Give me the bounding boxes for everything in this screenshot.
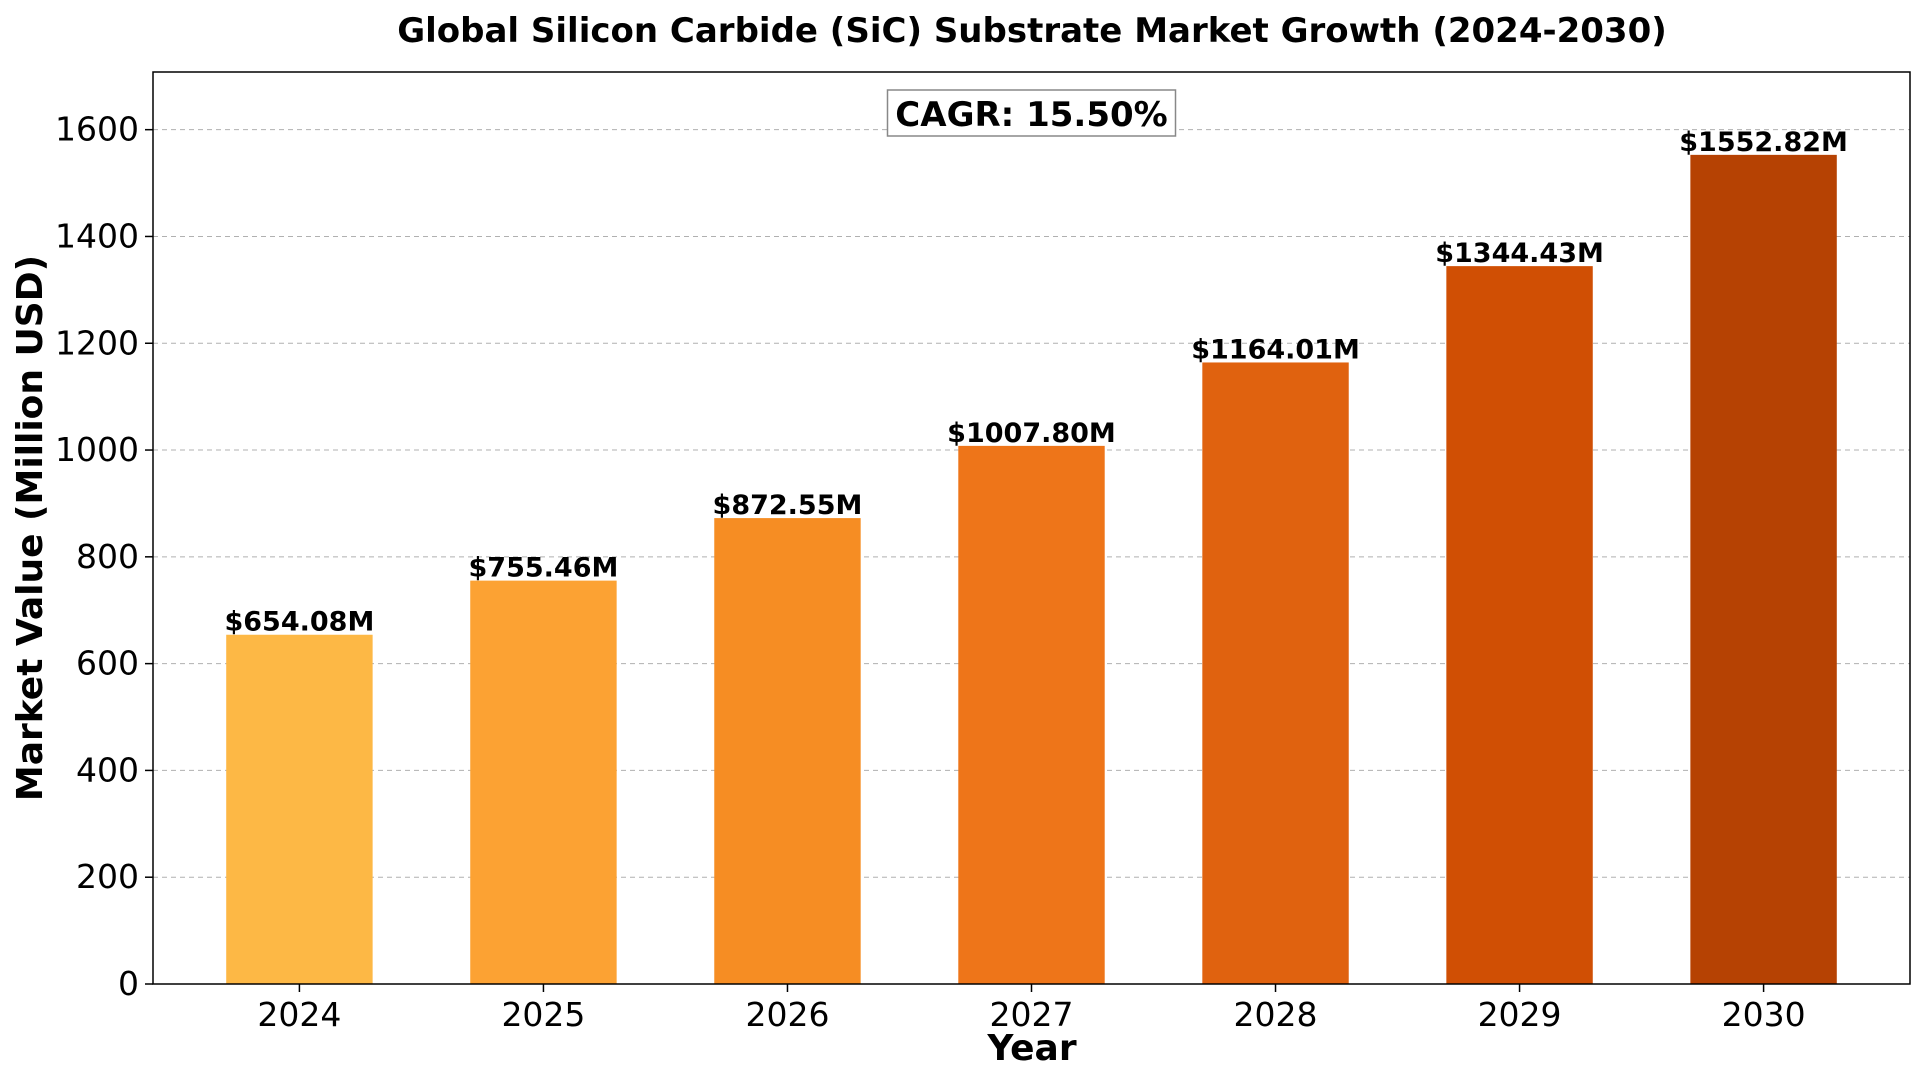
x-tick-label-2026: 2026 (745, 995, 829, 1034)
bar-2029 (1446, 266, 1593, 984)
bar-value-label-2030: $1552.82M (1679, 127, 1848, 158)
bar-2027 (958, 445, 1105, 984)
x-tick-label-2028: 2028 (1234, 995, 1318, 1034)
y-tick-label: 1400 (55, 216, 139, 255)
x-tick-label-2030: 2030 (1722, 995, 1806, 1034)
y-axis-label: Market Value (Million USD) (10, 255, 51, 801)
bar-value-label-2028: $1164.01M (1191, 334, 1360, 365)
y-tick-label: 200 (76, 857, 139, 896)
y-tick-label: 800 (76, 537, 139, 576)
cagr-annotation: CAGR: 15.50% (886, 89, 1177, 137)
y-tick-label: 0 (118, 964, 139, 1003)
bar-2026 (714, 518, 861, 984)
x-tick-label-2029: 2029 (1478, 995, 1562, 1034)
y-tick-label: 1000 (55, 430, 139, 469)
x-tick-label-2025: 2025 (501, 995, 585, 1034)
chart-title: Global Silicon Carbide (SiC) Substrate M… (397, 11, 1667, 51)
bar-value-label-2027: $1007.80M (947, 418, 1116, 449)
x-axis-label: Year (986, 1028, 1076, 1069)
cagr-annotation-box (886, 89, 1177, 137)
y-tick-label: 1200 (55, 323, 139, 362)
y-tick-label: 400 (76, 750, 139, 789)
bar-value-label-2025: $755.46M (469, 553, 619, 584)
bar-value-labels: $654.08M $755.46M $872.55M $1007.80M $1164.0… (224, 127, 1847, 638)
bar-value-label-2026: $872.55M (713, 490, 863, 521)
bar-2028 (1202, 362, 1349, 984)
bar-2025 (470, 580, 617, 984)
bars (226, 154, 1837, 985)
x-axis-ticks: 2024 2025 2026 2027 2028 2029 2030 (257, 984, 1806, 1034)
bar-value-label-2029: $1344.43M (1435, 238, 1604, 269)
y-axis-ticks: 0 200 400 600 800 1000 1200 1400 1600 (55, 110, 153, 1003)
y-tick-label: 600 (76, 644, 139, 683)
bar-2030 (1690, 154, 1837, 985)
bar-value-label-2024: $654.08M (224, 607, 374, 638)
x-tick-label-2024: 2024 (257, 995, 341, 1034)
cagr-annotation-text: CAGR: 15.50% (895, 95, 1167, 135)
y-tick-label: 1600 (55, 110, 139, 149)
x-tick-label-2027: 2027 (990, 995, 1074, 1034)
bar-2024 (226, 634, 373, 984)
